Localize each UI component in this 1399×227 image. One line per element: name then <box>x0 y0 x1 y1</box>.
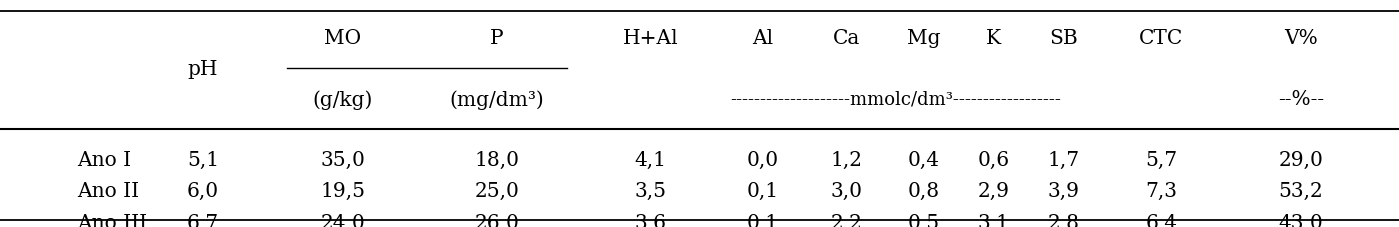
Text: Ano II: Ano II <box>77 182 139 201</box>
Text: Ca: Ca <box>832 29 860 48</box>
Text: pH: pH <box>187 60 218 79</box>
Text: 2,2: 2,2 <box>831 214 862 227</box>
Text: 0,8: 0,8 <box>908 182 939 201</box>
Text: 5,7: 5,7 <box>1146 151 1177 170</box>
Text: 0,1: 0,1 <box>747 182 778 201</box>
Text: 29,0: 29,0 <box>1279 151 1323 170</box>
Text: Al: Al <box>751 29 774 48</box>
Text: 6,0: 6,0 <box>187 182 218 201</box>
Text: 26,0: 26,0 <box>474 214 519 227</box>
Text: 0,5: 0,5 <box>908 214 939 227</box>
Text: H+Al: H+Al <box>623 29 679 48</box>
Text: 2,9: 2,9 <box>978 182 1009 201</box>
Text: 0,6: 0,6 <box>978 151 1009 170</box>
Text: 3,6: 3,6 <box>635 214 666 227</box>
Text: SB: SB <box>1049 29 1077 48</box>
Text: 6,4: 6,4 <box>1146 214 1177 227</box>
Text: 6,7: 6,7 <box>187 214 218 227</box>
Text: --%--: --%-- <box>1279 90 1323 109</box>
Text: 3,9: 3,9 <box>1048 182 1079 201</box>
Text: Ano III: Ano III <box>77 214 147 227</box>
Text: Mg: Mg <box>907 29 940 48</box>
Text: 0,0: 0,0 <box>747 151 778 170</box>
Text: CTC: CTC <box>1139 29 1184 48</box>
Text: 35,0: 35,0 <box>320 151 365 170</box>
Text: --------------------mmolc/dm³------------------: --------------------mmolc/dm³-----------… <box>730 91 1060 109</box>
Text: P: P <box>490 29 504 48</box>
Text: 24,0: 24,0 <box>320 214 365 227</box>
Text: K: K <box>986 29 1000 48</box>
Text: 19,5: 19,5 <box>320 182 365 201</box>
Text: 5,1: 5,1 <box>187 151 218 170</box>
Text: 0,4: 0,4 <box>908 151 939 170</box>
Text: 1,2: 1,2 <box>831 151 862 170</box>
Text: 4,1: 4,1 <box>635 151 666 170</box>
Text: 7,3: 7,3 <box>1146 182 1177 201</box>
Text: 53,2: 53,2 <box>1279 182 1323 201</box>
Text: 1,7: 1,7 <box>1048 151 1079 170</box>
Text: 0,1: 0,1 <box>747 214 778 227</box>
Text: 2,8: 2,8 <box>1048 214 1079 227</box>
Text: 3,0: 3,0 <box>831 182 862 201</box>
Text: 18,0: 18,0 <box>474 151 519 170</box>
Text: Ano I: Ano I <box>77 151 132 170</box>
Text: 3,5: 3,5 <box>635 182 666 201</box>
Text: 3,1: 3,1 <box>978 214 1009 227</box>
Text: (g/kg): (g/kg) <box>312 90 374 110</box>
Text: V%: V% <box>1284 29 1318 48</box>
Text: (mg/dm³): (mg/dm³) <box>449 90 544 110</box>
Text: 43,0: 43,0 <box>1279 214 1323 227</box>
Text: MO: MO <box>325 29 361 48</box>
Text: 25,0: 25,0 <box>474 182 519 201</box>
